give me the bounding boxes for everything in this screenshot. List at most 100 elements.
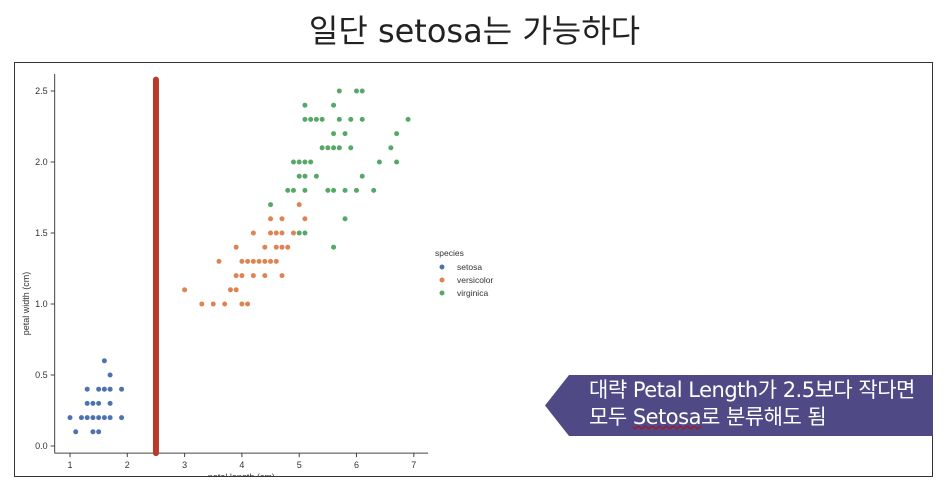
- data-point-setosa: [89, 400, 97, 407]
- legend-label-versicolor: versicolor: [457, 275, 494, 285]
- data-point-virginica: [301, 116, 309, 123]
- y-tick-label: 1.5: [35, 228, 48, 238]
- data-point-setosa: [89, 428, 97, 435]
- data-point-setosa: [66, 414, 74, 421]
- data-point-versicolor: [233, 244, 240, 251]
- data-point-virginica: [307, 158, 314, 166]
- data-point-versicolor: [296, 201, 303, 208]
- data-point-virginica: [301, 229, 309, 237]
- x-tick-label: 2: [125, 460, 130, 470]
- data-point-virginica: [324, 187, 331, 194]
- data-point-virginica: [359, 173, 366, 180]
- data-point-virginica: [290, 158, 297, 166]
- data-point-setosa: [118, 386, 125, 393]
- data-point-virginica: [336, 116, 343, 123]
- data-point-versicolor: [290, 229, 297, 237]
- data-point-virginica: [347, 144, 354, 151]
- callout-line-2-post: 로 분류해도 됨: [700, 405, 827, 429]
- data-point-virginica: [330, 144, 337, 151]
- data-point-virginica: [336, 144, 343, 151]
- data-point-virginica: [404, 116, 412, 123]
- data-point-versicolor: [227, 286, 234, 293]
- data-point-virginica: [296, 173, 303, 180]
- x-tick-label: 3: [182, 460, 187, 470]
- y-tick-label: 2.0: [35, 157, 48, 167]
- x-tick-label: 4: [239, 460, 244, 470]
- legend-marker-versicolor: [439, 277, 445, 283]
- legend-label-setosa: setosa: [457, 262, 482, 272]
- data-point-versicolor: [261, 258, 268, 265]
- data-point-versicolor: [273, 244, 280, 251]
- data-point-virginica: [353, 87, 360, 95]
- data-point-versicolor: [278, 229, 286, 237]
- data-point-virginica: [341, 215, 349, 222]
- data-point-virginica: [393, 130, 400, 137]
- data-point-versicolor: [238, 272, 245, 279]
- data-point-versicolor: [278, 244, 286, 251]
- callout-arrow: 대략 Petal Length가 2.5보다 작다면 모두 Setosa로 분류…: [545, 375, 933, 436]
- data-point-virginica: [393, 158, 400, 166]
- data-point-setosa: [101, 357, 108, 364]
- x-tick-label: 1: [67, 460, 72, 470]
- data-point-versicolor: [233, 272, 240, 279]
- data-point-versicolor: [215, 258, 223, 265]
- data-point-versicolor: [284, 244, 291, 251]
- y-axis-label: petal width (cm): [21, 272, 31, 336]
- data-point-virginica: [376, 158, 383, 166]
- data-point-virginica: [324, 144, 331, 151]
- data-point-versicolor: [250, 258, 257, 265]
- data-point-setosa: [95, 386, 102, 393]
- data-point-virginica: [336, 87, 343, 95]
- y-tick-label: 0.0: [35, 441, 48, 451]
- data-point-virginica: [313, 173, 320, 180]
- callout-line-2-pre: 모두: [589, 405, 633, 429]
- data-point-versicolor: [238, 258, 245, 265]
- legend-marker-virginica: [439, 290, 445, 296]
- data-point-versicolor: [233, 286, 240, 293]
- x-tick-label: 7: [411, 460, 416, 470]
- data-point-virginica: [359, 116, 366, 123]
- data-point-setosa: [107, 386, 114, 393]
- data-point-versicolor: [273, 229, 280, 237]
- x-tick-label: 5: [297, 460, 302, 470]
- data-point-versicolor: [267, 229, 274, 237]
- data-point-setosa: [101, 386, 108, 393]
- data-point-versicolor: [255, 258, 263, 265]
- data-point-virginica: [313, 116, 320, 123]
- x-axis-label: petal length (cm): [208, 472, 275, 476]
- y-tick-label: 1.0: [35, 299, 48, 309]
- callout-setosa-word: Setosa: [632, 405, 702, 429]
- x-tick-label: 6: [354, 460, 359, 470]
- y-tick-label: 2.5: [35, 86, 48, 96]
- data-point-virginica: [359, 87, 366, 95]
- scatter-chart: 1 2 3 4 5 6 7 0.0 0.5 1.0 1.5 2.0 2.5 petal length (c…: [21, 73, 494, 476]
- data-point-virginica: [347, 116, 354, 123]
- legend-label-virginica: virginica: [457, 288, 488, 298]
- data-point-setosa: [78, 414, 85, 421]
- data-point-versicolor: [261, 244, 268, 251]
- data-point-virginica: [307, 116, 314, 123]
- data-point-setosa: [95, 400, 102, 407]
- data-point-versicolor: [250, 272, 257, 279]
- slide-title: 일단 setosa는 가능하다: [308, 12, 641, 50]
- data-point-setosa: [95, 414, 102, 421]
- callout-shape: [545, 375, 933, 436]
- data-point-versicolor: [181, 286, 188, 293]
- data-point-virginica: [330, 244, 337, 251]
- data-point-versicolor: [244, 300, 251, 308]
- data-point-versicolor: [198, 300, 205, 308]
- data-point-virginica: [353, 187, 360, 194]
- data-point-versicolor: [250, 229, 257, 237]
- callout-line-1: 대략 Petal Length가 2.5보다 작다면: [589, 378, 915, 402]
- data-point-virginica: [290, 187, 297, 194]
- data-point-virginica: [267, 201, 274, 208]
- data-point-setosa: [95, 428, 102, 435]
- data-point-versicolor: [238, 300, 245, 308]
- data-point-versicolor: [267, 258, 274, 265]
- data-point-setosa: [84, 386, 91, 393]
- data-point-versicolor: [278, 272, 286, 279]
- data-point-virginica: [387, 144, 394, 151]
- chart-frame: 1 2 3 4 5 6 7 0.0 0.5 1.0 1.5 2.0 2.5 petal length (c…: [14, 62, 933, 477]
- data-point-virginica: [330, 102, 337, 109]
- data-point-versicolor: [244, 258, 251, 265]
